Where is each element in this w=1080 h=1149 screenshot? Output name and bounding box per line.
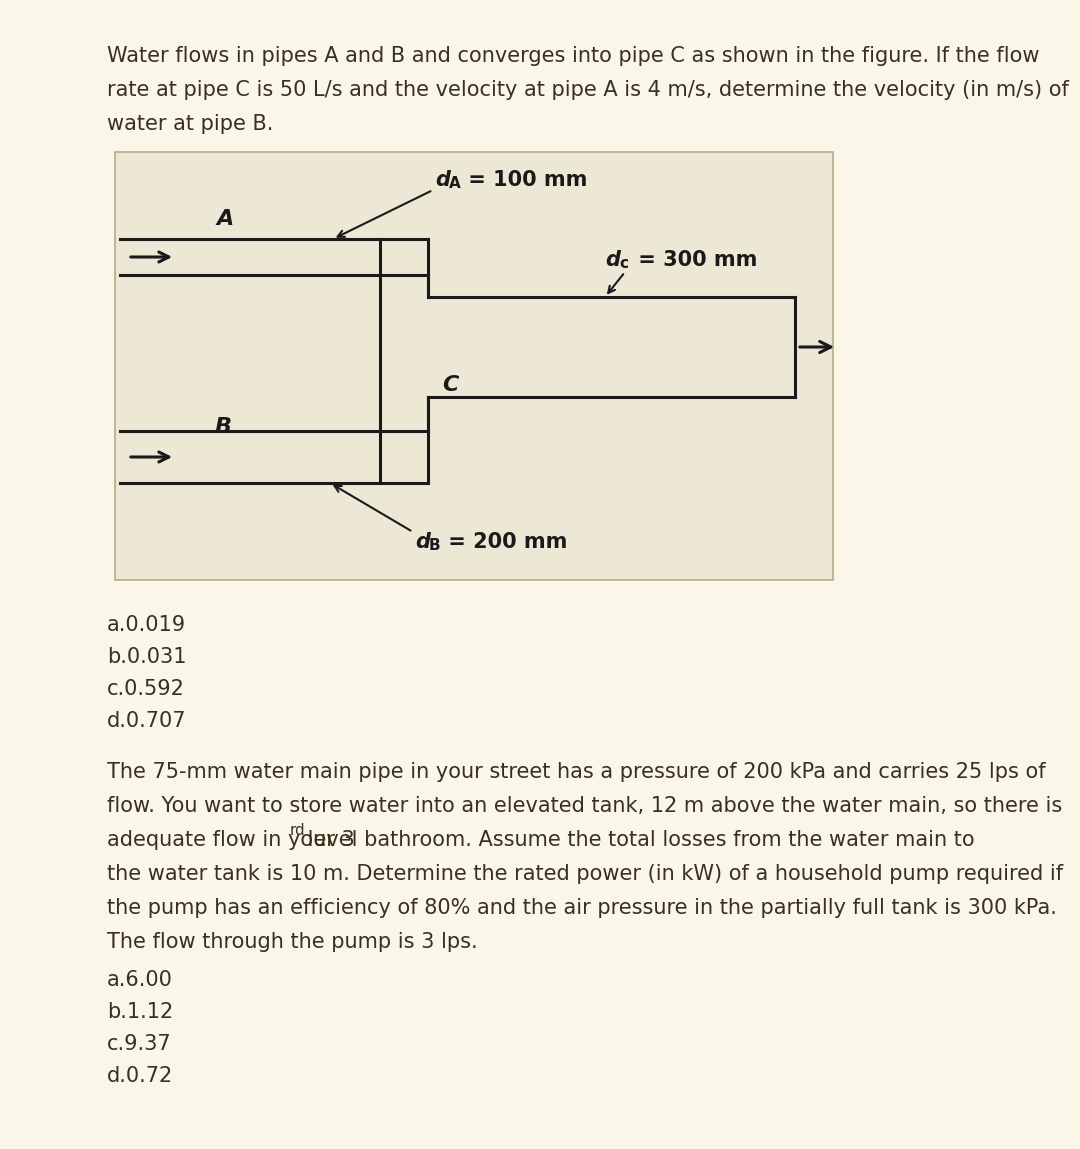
Text: rate at pipe C is 50 L/s and the velocity at pipe A is 4 m/s, determine the velo: rate at pipe C is 50 L/s and the velocit… [107, 80, 1069, 100]
Text: b.1.12: b.1.12 [107, 1002, 173, 1021]
Bar [114, 152, 833, 580]
Text: flow. You want to store water into an elevated tank, 12 m above the water main, : flow. You want to store water into an el… [107, 796, 1063, 816]
Text: adequate flow in your 3: adequate flow in your 3 [107, 830, 354, 850]
Text: The flow through the pump is 3 lps.: The flow through the pump is 3 lps. [107, 932, 477, 953]
Text: water at pipe B.: water at pipe B. [107, 114, 273, 134]
Text: d: d [435, 170, 450, 190]
Text: b.0.031: b.0.031 [107, 647, 187, 668]
Text: the water tank is 10 m. Determine the rated power (in kW) of a household pump re: the water tank is 10 m. Determine the ra… [107, 864, 1063, 884]
Text: = 100 mm: = 100 mm [461, 170, 588, 190]
Text: B: B [429, 539, 441, 554]
Text: c: c [619, 256, 627, 271]
Text: = 300 mm: = 300 mm [631, 250, 757, 270]
Text: c.0.592: c.0.592 [107, 679, 185, 699]
Text: d: d [605, 250, 620, 270]
Text: B: B [215, 417, 231, 437]
Text: a.0.019: a.0.019 [107, 615, 186, 635]
Text: d.0.707: d.0.707 [107, 711, 187, 731]
Text: = 200 mm: = 200 mm [441, 532, 567, 552]
Text: Water flows in pipes A and B and converges into pipe C as shown in the figure. I: Water flows in pipes A and B and converg… [107, 46, 1039, 65]
Text: The 75-mm water main pipe in your street has a pressure of 200 kPa and carries 2: The 75-mm water main pipe in your street… [107, 762, 1045, 782]
Text: the pump has an efficiency of 80% and the air pressure in the partially full tan: the pump has an efficiency of 80% and th… [107, 899, 1057, 918]
Text: level bathroom. Assume the total losses from the water main to: level bathroom. Assume the total losses … [300, 830, 974, 850]
Text: A: A [449, 177, 461, 192]
Text: d.0.72: d.0.72 [107, 1066, 173, 1086]
Text: C: C [442, 375, 458, 395]
Text: rd: rd [289, 823, 305, 838]
Text: c.9.37: c.9.37 [107, 1034, 172, 1054]
Text: A: A [216, 209, 233, 229]
Text: a.6.00: a.6.00 [107, 970, 173, 990]
Text: d: d [415, 532, 430, 552]
